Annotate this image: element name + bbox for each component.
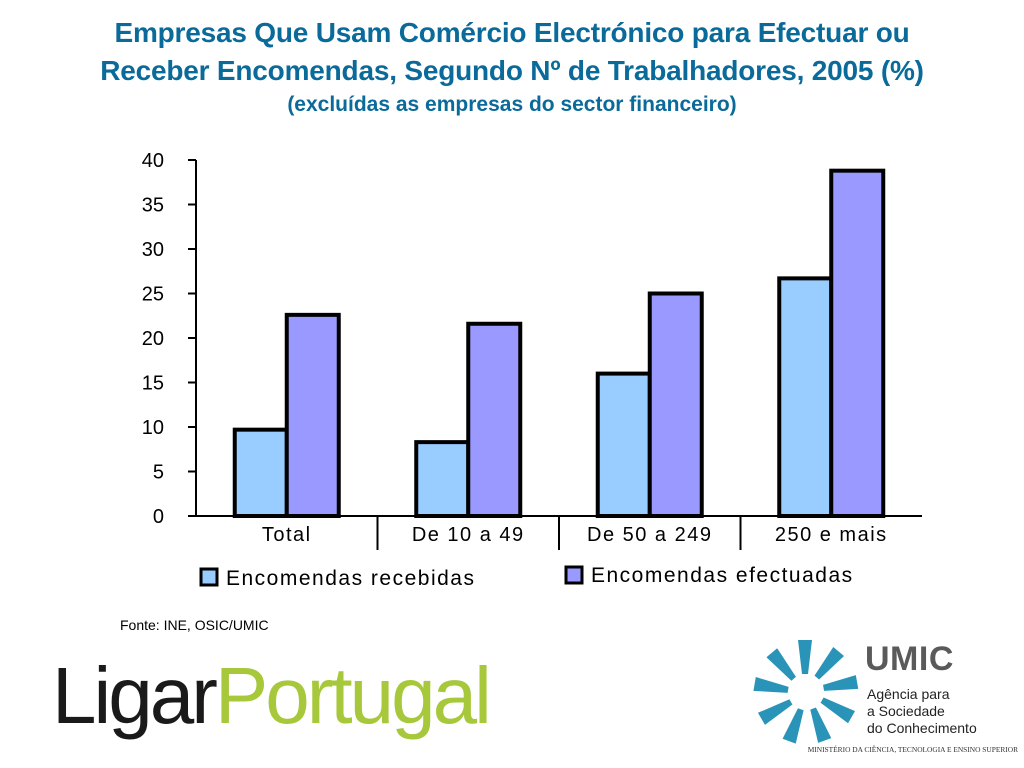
umic-tagline: Agência para a Sociedade do Conhecimento <box>867 686 1017 737</box>
y-tick-label: 25 <box>142 284 164 306</box>
umic-emblem-icon <box>753 640 859 744</box>
bar-recebidas <box>777 276 834 518</box>
legend-label: Encomendas efectuadas <box>591 564 854 587</box>
legend-swatch <box>199 567 219 587</box>
bar-efectuadas <box>466 321 523 519</box>
x-category-label: 250 e mais <box>775 524 888 546</box>
bar-efectuadas <box>829 168 886 518</box>
ministry-caption: MINISTÉRIO DA CIÊNCIA, TECNOLOGIA E ENSI… <box>807 745 1018 754</box>
x-category-label: Total <box>262 524 312 546</box>
y-tick-label: 5 <box>153 462 164 484</box>
x-category-label: De 50 a 249 <box>587 524 712 546</box>
ligar-portugal-logo: LigarPortugal <box>52 648 492 744</box>
umic-tagline-line: do Conhecimento <box>867 720 977 736</box>
chart-title-block: Empresas Que Usam Comércio Electrónico p… <box>0 14 1024 120</box>
bar-recebidas <box>414 440 471 519</box>
bars <box>232 168 886 519</box>
umic-name: UMIC <box>865 640 954 678</box>
y-axis: 0 5 10 15 20 25 30 35 40 <box>142 150 197 528</box>
logo-ligar-text: Ligar <box>52 651 218 740</box>
chart-title-line-2: Receber Encomendas, Segundo Nº de Trabal… <box>100 55 924 86</box>
y-tick-label: 40 <box>142 150 164 172</box>
umic-tagline-line: a Sociedade <box>867 703 945 719</box>
legend-swatch <box>564 565 584 585</box>
y-tick-label: 35 <box>142 195 164 217</box>
x-axis: Total De 10 a 49 De 50 a 249 250 e mais <box>196 515 922 550</box>
bar-efectuadas <box>284 312 341 518</box>
x-category-label: De 10 a 49 <box>412 524 525 546</box>
y-tick-label: 15 <box>142 373 164 395</box>
legend: Encomendas recebidas Encomendas efectuada… <box>199 564 854 590</box>
umic-tagline-line: Agência para <box>867 686 950 702</box>
bar-efectuadas <box>647 291 704 518</box>
chart-subtitle: (excluídas as empresas do sector finance… <box>287 93 737 116</box>
y-tick-label: 20 <box>142 328 164 350</box>
logo-portugal-text: Portugal <box>214 651 492 740</box>
bar-recebidas <box>595 371 652 518</box>
bar-chart: 0 5 10 15 20 25 30 35 40 Total De 10 a 49 De 50 a … <box>142 150 922 590</box>
y-tick-label: 0 <box>153 506 164 528</box>
bar-recebidas <box>232 427 289 519</box>
legend-label: Encomendas recebidas <box>226 567 475 590</box>
chart-title-line-1: Empresas Que Usam Comércio Electrónico p… <box>114 17 910 48</box>
y-tick-label: 10 <box>142 417 164 439</box>
y-tick-label: 30 <box>142 239 164 261</box>
source-note: Fonte: INE, OSIC/UMIC <box>120 617 269 633</box>
